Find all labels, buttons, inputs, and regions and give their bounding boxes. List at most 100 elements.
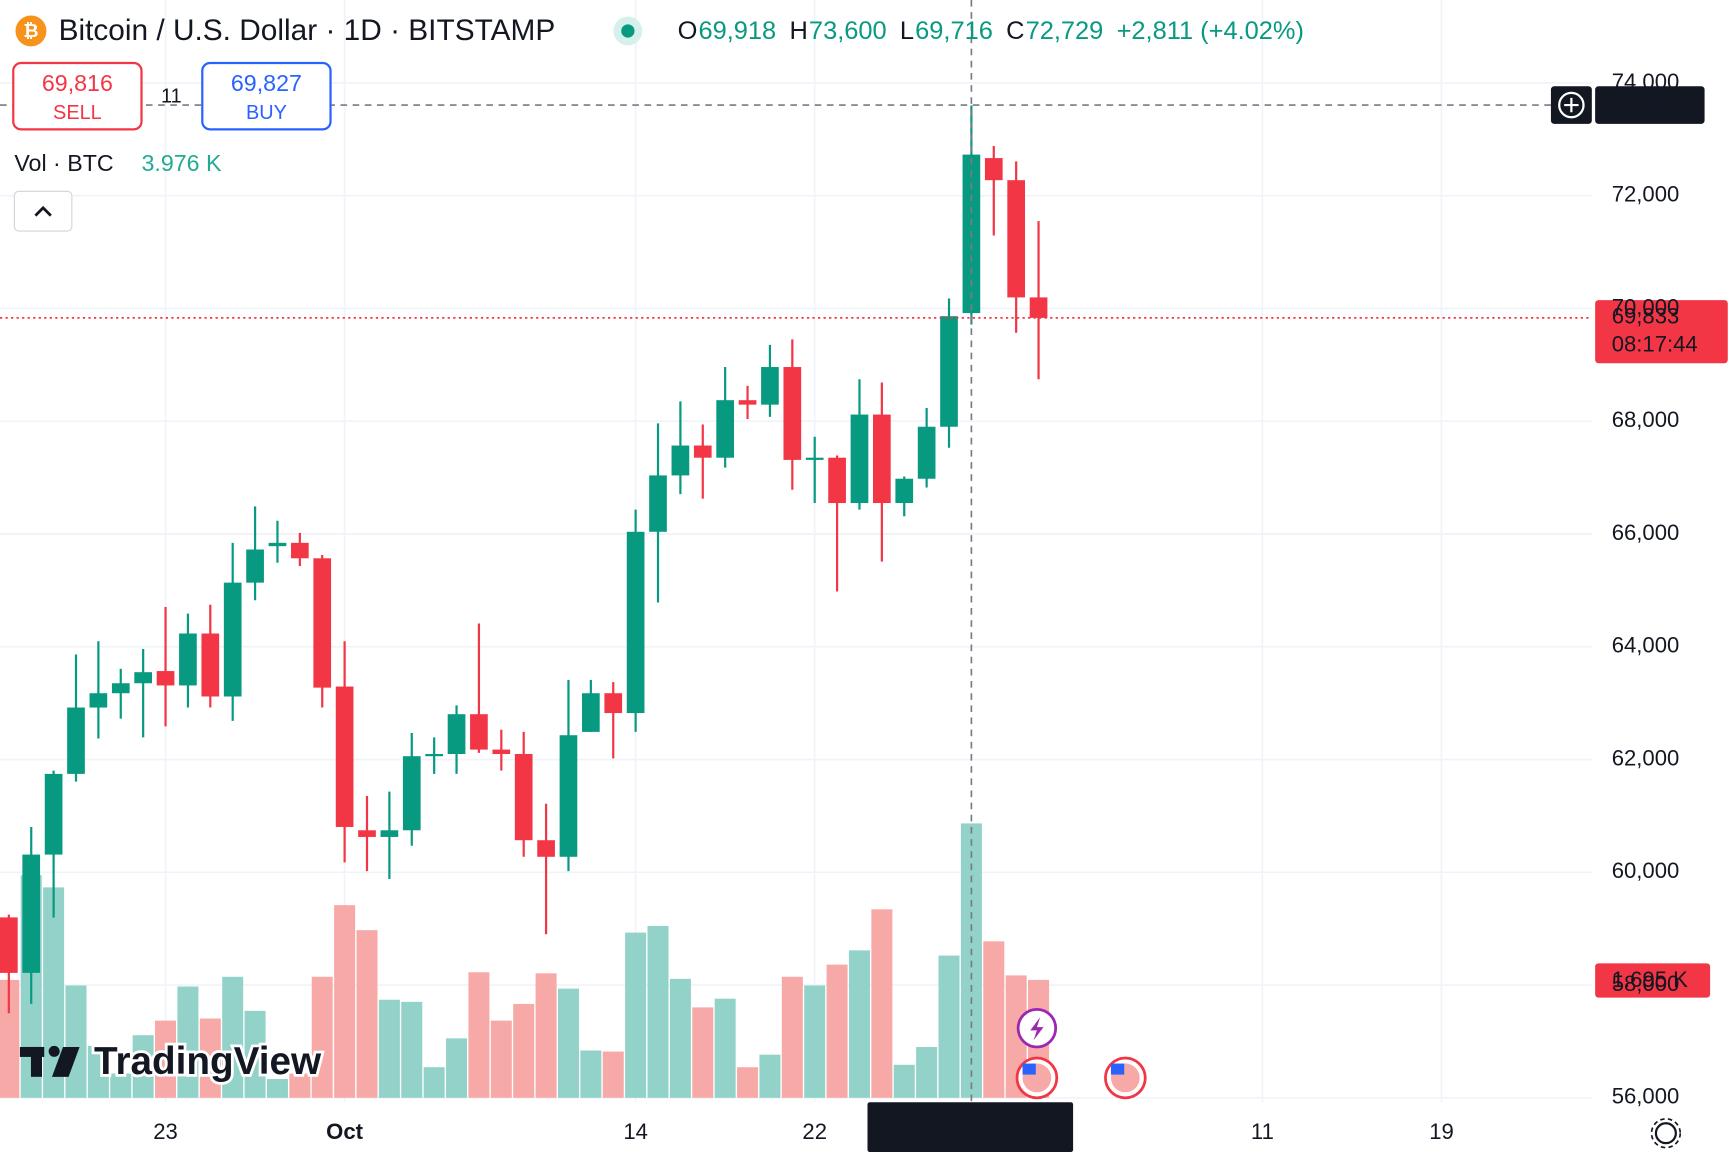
x-tick-label: 23	[153, 1119, 178, 1144]
candle-body	[873, 414, 891, 504]
y-tick-label: 60,000	[1612, 858, 1680, 883]
candle-body	[738, 400, 757, 405]
logo-text: TradingView	[94, 1040, 322, 1083]
candle-body	[604, 693, 623, 714]
volume-bar	[177, 986, 199, 1098]
volume-bar	[513, 1003, 535, 1098]
candle-body	[22, 854, 41, 973]
candle-body	[492, 749, 511, 754]
volume-bar	[960, 823, 982, 1098]
candle-body	[380, 830, 399, 837]
event-icon-glyph	[1030, 1017, 1044, 1041]
x-tick-label: 11	[1251, 1119, 1274, 1144]
settings-icon	[1650, 1118, 1682, 1149]
volume-bar	[0, 979, 20, 1098]
last-volume-box	[1595, 963, 1711, 998]
crosshair-add-icon	[1558, 91, 1585, 119]
volume-bar	[692, 1007, 714, 1098]
candle-body	[134, 672, 152, 684]
candle-body	[179, 633, 197, 686]
x-tick-label: 14	[623, 1119, 648, 1144]
volume-bar	[266, 1079, 288, 1098]
settings-icon[interactable]	[1654, 1122, 1677, 1145]
volume-bar	[535, 973, 557, 1098]
volume-bar	[602, 1051, 624, 1098]
volume-bar	[468, 972, 490, 1098]
candle-body	[447, 714, 466, 754]
volume-bar	[356, 930, 378, 1098]
last-volume: 1.695 K	[1612, 967, 1688, 992]
volume-bar	[557, 988, 579, 1098]
ohlc-key: C	[1006, 17, 1024, 45]
candle-body	[984, 158, 1003, 181]
sell-button[interactable]	[12, 61, 143, 131]
candle-body	[358, 830, 376, 837]
y-tick-label: 70,000	[1612, 294, 1680, 319]
candle-body	[649, 475, 667, 532]
candle-body	[828, 457, 846, 504]
volume-bar	[916, 1047, 938, 1098]
x-tick-label: 19	[1429, 1119, 1454, 1144]
volume-bar	[983, 941, 1005, 1098]
candle-body	[291, 542, 309, 559]
volume-bar	[759, 1054, 781, 1098]
candle-body	[156, 671, 175, 686]
volume-bar	[871, 909, 893, 1098]
logo-mark	[51, 1046, 80, 1077]
y-tick-label: 64,000	[1612, 633, 1680, 658]
candle-body	[940, 316, 958, 427]
candle-body	[313, 558, 332, 688]
bar-countdown: 08:17:44	[1612, 331, 1698, 356]
event-icon[interactable]	[1104, 1056, 1147, 1100]
volume-bar	[647, 926, 669, 1098]
sell-label: SELL	[53, 102, 102, 124]
volume-bar	[446, 1038, 468, 1098]
candle-body	[626, 531, 645, 714]
y-tick-label: 74,000	[1612, 69, 1680, 94]
candle-body	[111, 683, 130, 694]
candle-body	[514, 753, 533, 841]
buy-label: BUY	[246, 102, 287, 124]
spread: 11	[161, 86, 182, 108]
volume-bar	[938, 955, 960, 1098]
candle-body	[917, 426, 936, 479]
candle-body	[1029, 297, 1048, 318]
volume-bar	[311, 976, 333, 1098]
y-tick-label: 58,000	[1612, 971, 1680, 996]
price-change: +2,811 (+4.02%)	[1117, 17, 1304, 45]
volume-bar	[625, 932, 647, 1098]
logo: TradingView	[19, 1037, 325, 1086]
y-tick-label: 68,000	[1612, 407, 1680, 432]
candle-body	[268, 542, 287, 547]
event-icon[interactable]	[1015, 1056, 1059, 1100]
event-flag	[1110, 1063, 1125, 1075]
volume-legend-value: 3.976 K	[141, 150, 222, 176]
candle-body	[1007, 180, 1026, 298]
volume-layer	[0, 823, 1050, 1098]
candle-body	[582, 693, 600, 732]
collapse-icon	[34, 205, 52, 217]
crosshair-price-box	[1595, 86, 1705, 124]
coin-icon	[15, 15, 47, 47]
candle-body	[805, 457, 824, 460]
volume-legend: Vol · BTC	[14, 150, 113, 176]
crosshair-add-icon	[1564, 97, 1579, 113]
volume-bar	[804, 985, 826, 1098]
candle-body	[67, 707, 85, 774]
buy-button[interactable]	[201, 61, 332, 131]
y-tick-label: 72,000	[1612, 182, 1680, 207]
x-tick-label: Oct	[326, 1119, 363, 1144]
grid	[0, 0, 1592, 1103]
volume-bar	[669, 978, 691, 1098]
sell-price: 69,816	[42, 70, 113, 96]
volume-bar	[714, 998, 736, 1098]
volume-bar	[580, 1050, 602, 1098]
volume-bar	[401, 1001, 423, 1098]
buy-price: 69,827	[231, 70, 302, 96]
volume-bar	[848, 950, 870, 1098]
candle-body	[559, 735, 578, 857]
collapse-button[interactable]	[13, 190, 73, 232]
ohlc-value: 73,600	[809, 17, 887, 45]
